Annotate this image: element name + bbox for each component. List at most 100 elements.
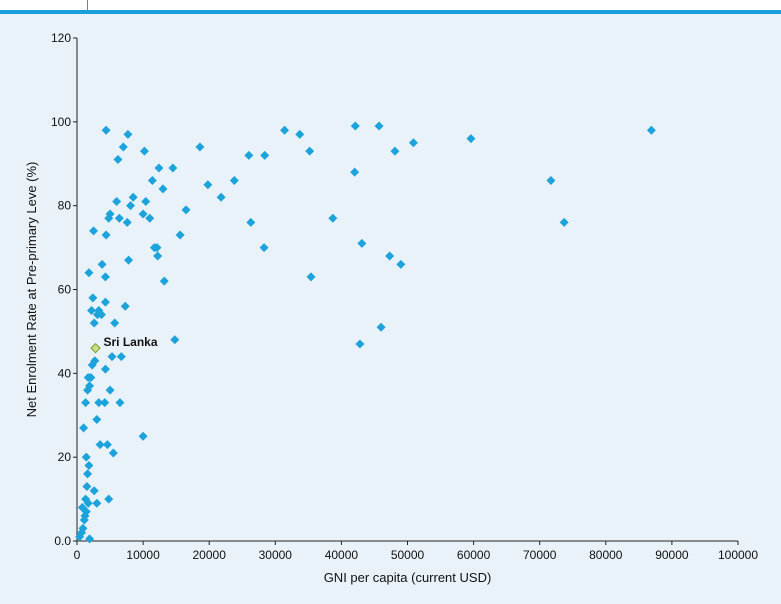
data-point: [385, 251, 395, 261]
y-tick-label: 100: [51, 115, 71, 129]
data-point: [120, 301, 130, 311]
data-point: [81, 452, 91, 462]
data-point: [646, 125, 656, 135]
data-point: [82, 482, 92, 492]
data-point: [159, 276, 169, 286]
data-point: [559, 217, 569, 227]
data-point: [96, 310, 106, 320]
data-point: [78, 523, 88, 533]
x-tick-label: 30000: [259, 548, 293, 562]
data-point: [81, 398, 91, 408]
data-point: [81, 494, 91, 504]
data-point: [246, 217, 256, 227]
data-point: [145, 213, 155, 223]
data-point: [175, 230, 185, 240]
data-point: [105, 385, 115, 395]
data-point: [90, 356, 100, 366]
data-point: [100, 297, 110, 307]
y-tick-label: 0.0: [54, 534, 71, 548]
data-point: [154, 163, 164, 173]
data-point: [118, 142, 128, 152]
highlight-point: [90, 342, 101, 354]
data-point: [259, 243, 269, 253]
data-point: [124, 255, 134, 265]
data-point: [84, 268, 94, 278]
data-point: [244, 150, 254, 160]
data-point: [357, 238, 367, 248]
data-point: [138, 431, 148, 441]
data-point: [128, 192, 138, 202]
data-point: [77, 502, 87, 512]
data-point: [89, 486, 99, 496]
data-point: [153, 251, 163, 261]
data-point: [280, 125, 290, 135]
data-points: [75, 121, 656, 544]
data-point: [101, 230, 111, 240]
data-point: [79, 423, 89, 433]
data-point: [305, 146, 315, 156]
data-point: [110, 318, 120, 328]
x-tick-label: 50000: [391, 548, 425, 562]
data-point: [100, 398, 110, 408]
data-point: [85, 534, 95, 544]
data-point: [216, 192, 226, 202]
data-point: [126, 201, 136, 211]
data-point: [84, 461, 94, 471]
data-point: [229, 176, 239, 186]
data-point: [107, 352, 117, 362]
data-point: [390, 146, 400, 156]
data-point: [89, 226, 99, 236]
data-point: [100, 364, 110, 374]
data-point: [92, 414, 102, 424]
data-point: [94, 398, 104, 408]
data-point: [138, 209, 148, 219]
data-point: [87, 305, 97, 315]
data-point: [396, 259, 406, 269]
data-point: [89, 318, 99, 328]
data-point: [102, 440, 112, 450]
data-point: [105, 209, 115, 219]
x-tick-label: 70000: [523, 548, 557, 562]
y-tick-label: 20: [58, 450, 72, 464]
data-point: [83, 373, 93, 383]
scatter-chart: 0.0 20 40 60 80 100 120 0 10000 20000 30000 40000 50…: [24, 31, 758, 585]
data-point: [350, 167, 360, 177]
data-point: [88, 293, 98, 303]
data-point: [260, 150, 270, 160]
data-point: [83, 469, 93, 479]
y-tick-label: 120: [51, 31, 71, 45]
y-tick-label: 60: [58, 283, 72, 297]
data-point: [85, 381, 95, 391]
y-tick-label: 80: [58, 199, 72, 213]
x-tick-label: 80000: [589, 548, 623, 562]
data-point: [113, 155, 123, 165]
x-tick-label: 20000: [193, 548, 227, 562]
data-point: [328, 213, 338, 223]
y-tick-label: 40: [58, 366, 72, 380]
x-tick-label: 60000: [457, 548, 491, 562]
header-left-cell: [0, 0, 88, 10]
data-point: [95, 440, 105, 450]
data-point: [108, 448, 118, 458]
data-point: [114, 213, 124, 223]
data-point: [147, 176, 157, 186]
data-point: [141, 196, 151, 206]
data-point: [466, 134, 476, 144]
data-point: [104, 494, 114, 504]
data-point: [181, 205, 191, 215]
data-point: [306, 272, 316, 282]
header-stripe: [0, 10, 781, 14]
data-point: [79, 515, 89, 525]
data-point: [295, 129, 305, 139]
highlight-layer: Sri Lanka: [90, 335, 158, 354]
data-point: [350, 121, 360, 131]
data-point: [170, 335, 180, 345]
data-point: [115, 398, 125, 408]
data-point: [195, 142, 205, 152]
data-point: [168, 163, 178, 173]
data-point: [116, 352, 126, 362]
data-point: [139, 146, 149, 156]
data-point: [546, 176, 556, 186]
data-point: [122, 217, 132, 227]
